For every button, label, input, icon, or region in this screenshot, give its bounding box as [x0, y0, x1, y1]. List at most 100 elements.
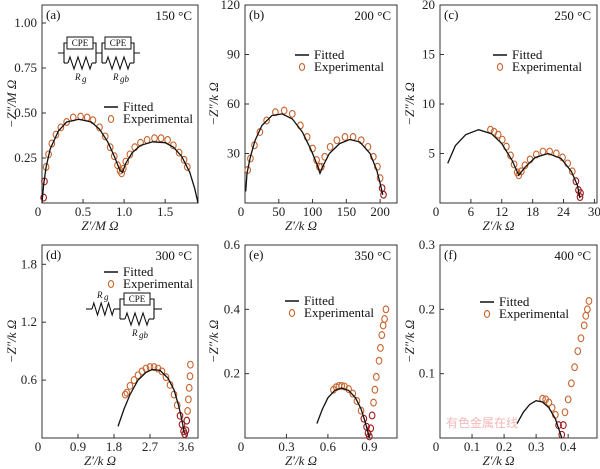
experimental-point	[185, 395, 192, 404]
experimental-point	[375, 356, 383, 365]
x-axis-label: Z′/k Ω	[482, 218, 514, 233]
cpe-box	[123, 292, 151, 306]
experimental-point	[263, 116, 270, 125]
experimental-point	[101, 132, 109, 141]
plot-frame	[244, 244, 398, 439]
experimental-point	[582, 311, 590, 320]
legend-experimental-swatch	[496, 63, 504, 71]
experimental-point	[353, 397, 361, 405]
experimental-point	[52, 130, 60, 139]
temperature-label: 150 °C	[155, 8, 192, 23]
resistor-symbol	[91, 301, 115, 317]
resistor-subscript: g	[104, 292, 109, 302]
experimental-point	[357, 406, 365, 415]
plot-frame	[41, 244, 199, 439]
experimental-point	[119, 164, 127, 173]
legend-experimental-swatch	[107, 115, 115, 123]
legend-experimental-swatch	[298, 63, 306, 71]
experimental-point	[123, 388, 131, 397]
experimental-point	[106, 143, 114, 152]
y-tick-label: 1.00	[14, 15, 37, 30]
experimental-point	[186, 372, 194, 381]
panel-b: 0 50 100 150 200 30 60 90 120 Z′/k Ω −Z″/k Ω (b) 200…	[206, 0, 398, 233]
temperature-label: 250 °C	[554, 8, 591, 23]
experimental-point	[572, 177, 580, 186]
plot-frame	[41, 4, 199, 204]
experimental-point	[150, 363, 158, 372]
experimental-point	[545, 398, 553, 407]
experimental-series	[330, 305, 390, 441]
temperature-label: 300 °C	[155, 248, 192, 263]
legend-experimental-label: Experimental	[123, 111, 193, 126]
experimental-point	[382, 305, 390, 314]
y-tick-label: 60	[227, 96, 240, 111]
x-tick-label: 0.9	[70, 439, 86, 454]
experimental-point	[381, 315, 388, 323]
experimental-series	[487, 125, 584, 202]
experimental-point	[184, 407, 191, 415]
x-tick-label: 0	[35, 204, 42, 219]
x-tick-label: 0.6	[320, 439, 337, 454]
resistor-label: R	[131, 328, 138, 338]
legend-fitted-label: Fitted	[304, 293, 335, 308]
panel-label: (f)	[444, 247, 457, 262]
panel-a: 0 0.5 1.0 1.5 0.25 0.50 0.75 1.00 Z′/M Ω −Z″/M Ω (…	[4, 4, 199, 233]
experimental-point	[372, 372, 380, 381]
y-tick-label: 0.6	[224, 237, 241, 252]
legend-experimental-label: Experimental	[512, 59, 582, 74]
experimental-point	[48, 139, 56, 148]
x-tick-label: 1.0	[116, 204, 132, 219]
experimental-point	[183, 163, 191, 171]
experimental-point	[162, 373, 170, 382]
fitted-curve	[41, 118, 199, 204]
legend-experimental-label: Experimental	[499, 306, 569, 321]
legend-experimental-swatch	[483, 310, 491, 318]
cpe-box	[104, 36, 132, 50]
cpe-label: CPE	[72, 38, 89, 48]
experimental-point	[110, 152, 118, 161]
experimental-point	[341, 133, 349, 141]
panel-d: 0 0.9 1.8 2.7 3.60.61.21.8Z′/k Ω−Z″/k Ω(d) 30…	[4, 244, 199, 468]
experimental-point	[272, 108, 279, 117]
x-axis-label: Z′/k Ω	[285, 453, 317, 468]
legend-fitted-label: Fitted	[314, 47, 345, 62]
experimental-point	[379, 321, 387, 330]
legend-experimental-swatch	[107, 280, 115, 288]
resistor-symbol	[124, 311, 150, 327]
x-tick-label: 0.3	[278, 439, 294, 454]
experimental-point	[374, 162, 381, 171]
experimental-point	[40, 193, 47, 202]
experimental-point	[580, 321, 588, 330]
experimental-point	[561, 408, 569, 417]
resistor-symbol	[105, 55, 131, 71]
legend-fitted-label: Fitted	[123, 99, 154, 114]
panel-label: (a)	[46, 7, 60, 22]
y-tick-label: 0.3	[419, 237, 435, 252]
experimental-point	[574, 347, 582, 356]
y-tick-label: 0.2	[419, 301, 435, 316]
experimental-point	[126, 381, 134, 390]
experimental-point	[181, 430, 189, 439]
x-tick-label: 50	[272, 204, 285, 219]
experimental-point	[577, 334, 585, 343]
y-tick-label: 0.25	[14, 150, 37, 165]
experimental-point	[494, 130, 502, 139]
plot-frame	[244, 4, 398, 204]
experimental-point	[158, 367, 166, 376]
fitted-curve	[117, 368, 186, 434]
x-tick-label: 100	[303, 204, 323, 219]
panel-label: (c)	[444, 7, 458, 22]
cpe-label: CPE	[110, 38, 127, 48]
experimental-point	[118, 169, 125, 178]
x-tick-label: 12	[495, 204, 508, 219]
legend-experimental-label: Experimental	[304, 305, 374, 320]
experimental-series	[121, 360, 194, 439]
experimental-point	[380, 190, 387, 199]
experimental-point	[244, 166, 252, 174]
y-tick-label: 0.4	[224, 301, 241, 316]
x-tick-label: 0.9	[361, 439, 377, 454]
experimental-point	[185, 383, 193, 392]
